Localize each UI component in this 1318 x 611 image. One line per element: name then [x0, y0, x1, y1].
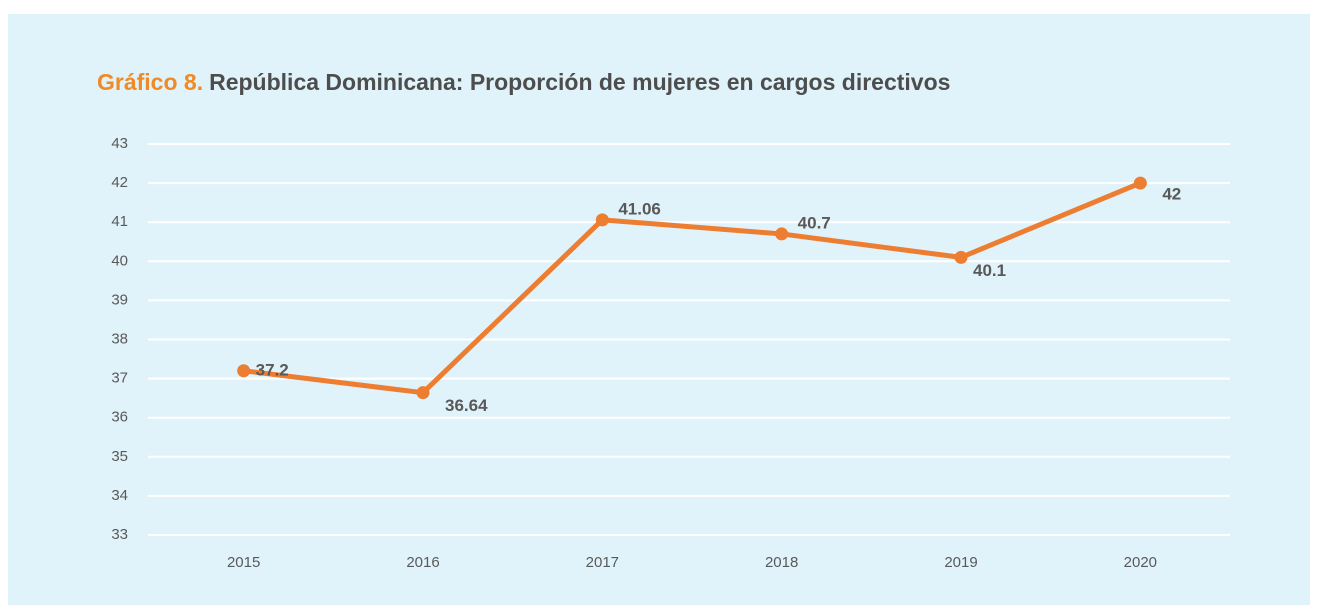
x-tick-label: 2016 — [406, 554, 439, 571]
x-tick-label: 2018 — [765, 554, 798, 571]
data-label: 40.7 — [798, 213, 831, 232]
marker — [595, 213, 609, 227]
x-tick-label: 2019 — [944, 554, 977, 571]
data-label: 40.1 — [973, 261, 1006, 280]
y-tick-label: 40 — [111, 252, 128, 269]
marker — [416, 386, 430, 400]
y-tick-label: 37 — [111, 370, 128, 387]
marker — [775, 227, 789, 241]
panel — [8, 14, 1310, 605]
figure-label: Gráfico 8. — [97, 69, 203, 95]
line — [243, 180, 1142, 396]
chart-title: Gráfico 8. República Dominicana: Proporci… — [97, 69, 950, 95]
y-tick-label: 39 — [111, 291, 128, 308]
y-tick-label: 34 — [111, 487, 128, 504]
y-tick-label: 43 — [111, 135, 128, 152]
y-tick-label: 42 — [111, 174, 128, 191]
y-tick-label: 38 — [111, 330, 128, 347]
title-text: República Dominicana: Proporción de muje… — [209, 69, 950, 95]
data-label: 42 — [1162, 185, 1181, 204]
y-tick-label: 36 — [111, 409, 128, 426]
y-tick-label: 41 — [111, 213, 128, 230]
x-tick-label: 2017 — [586, 554, 619, 571]
data-label: 36.64 — [445, 396, 488, 415]
y-tick-label: 35 — [111, 448, 128, 465]
marker — [237, 364, 251, 378]
data-label: 37.2 — [256, 360, 289, 379]
marker — [1133, 176, 1147, 190]
y-tick-label: 33 — [111, 526, 128, 543]
x-tick-label: 2015 — [227, 554, 260, 571]
marker — [954, 250, 968, 264]
x-tick-label: 2020 — [1124, 554, 1157, 571]
data-label: 41.06 — [618, 199, 661, 218]
